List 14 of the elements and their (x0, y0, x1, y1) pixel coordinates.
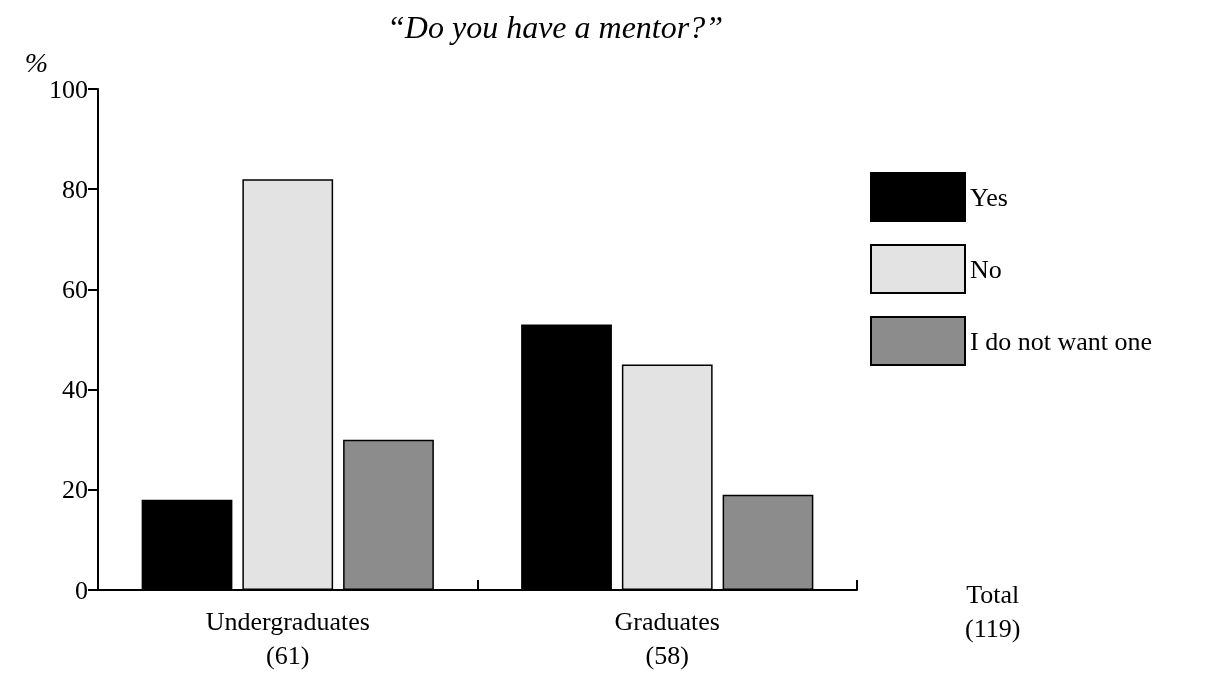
y-axis-title: % (24, 46, 48, 78)
y-tick-label: 0 (75, 575, 88, 605)
text: Total (119) (965, 579, 1021, 643)
y-tick-label: 20 (62, 475, 88, 505)
x-tick-label: Graduates (58) (614, 606, 720, 670)
legend-label: Yes (970, 182, 1008, 212)
y-tick-label: 40 (62, 375, 88, 405)
y-tick-label: 60 (62, 274, 88, 304)
y-tick-label: 80 (62, 174, 88, 204)
y-tick-label: 100 (49, 74, 88, 104)
chart-title: “Do you have a mentor?” (387, 9, 723, 45)
x-tick-label: Undergraduates (61) (205, 606, 370, 670)
legend-label: I do not want one (970, 326, 1152, 356)
legend-label: No (970, 254, 1002, 284)
